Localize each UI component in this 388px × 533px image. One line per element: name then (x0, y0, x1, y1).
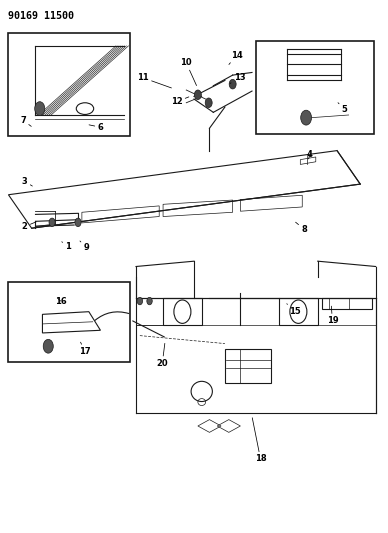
Text: 3: 3 (22, 177, 32, 186)
Circle shape (229, 79, 236, 89)
Text: 9: 9 (80, 241, 89, 253)
Text: 7: 7 (20, 116, 31, 126)
Circle shape (43, 340, 53, 353)
Circle shape (35, 102, 45, 116)
Text: 16: 16 (55, 296, 66, 305)
Text: 11: 11 (137, 73, 171, 88)
Bar (256, 41, 374, 134)
Text: 20: 20 (156, 343, 168, 368)
Text: 5: 5 (338, 103, 348, 114)
Text: 2: 2 (22, 222, 36, 231)
Text: 13: 13 (230, 73, 246, 84)
Circle shape (49, 218, 55, 227)
Circle shape (205, 98, 212, 108)
Bar (8, 282, 130, 362)
Text: 4: 4 (307, 150, 313, 159)
Circle shape (75, 218, 81, 227)
Circle shape (194, 90, 201, 100)
Text: 18: 18 (252, 418, 266, 463)
Text: 10: 10 (180, 59, 196, 86)
Text: 15: 15 (287, 304, 300, 316)
Text: 90169 11500: 90169 11500 (9, 11, 74, 21)
Circle shape (137, 297, 142, 305)
Text: 6: 6 (89, 123, 103, 132)
Text: 12: 12 (171, 97, 189, 106)
Text: 1: 1 (62, 242, 71, 251)
Text: 19: 19 (327, 306, 338, 325)
Text: 14: 14 (229, 51, 242, 64)
Text: 17: 17 (79, 342, 91, 356)
Circle shape (147, 297, 152, 305)
Circle shape (301, 110, 312, 125)
Bar (8, 33, 130, 136)
Text: 8: 8 (296, 222, 307, 234)
